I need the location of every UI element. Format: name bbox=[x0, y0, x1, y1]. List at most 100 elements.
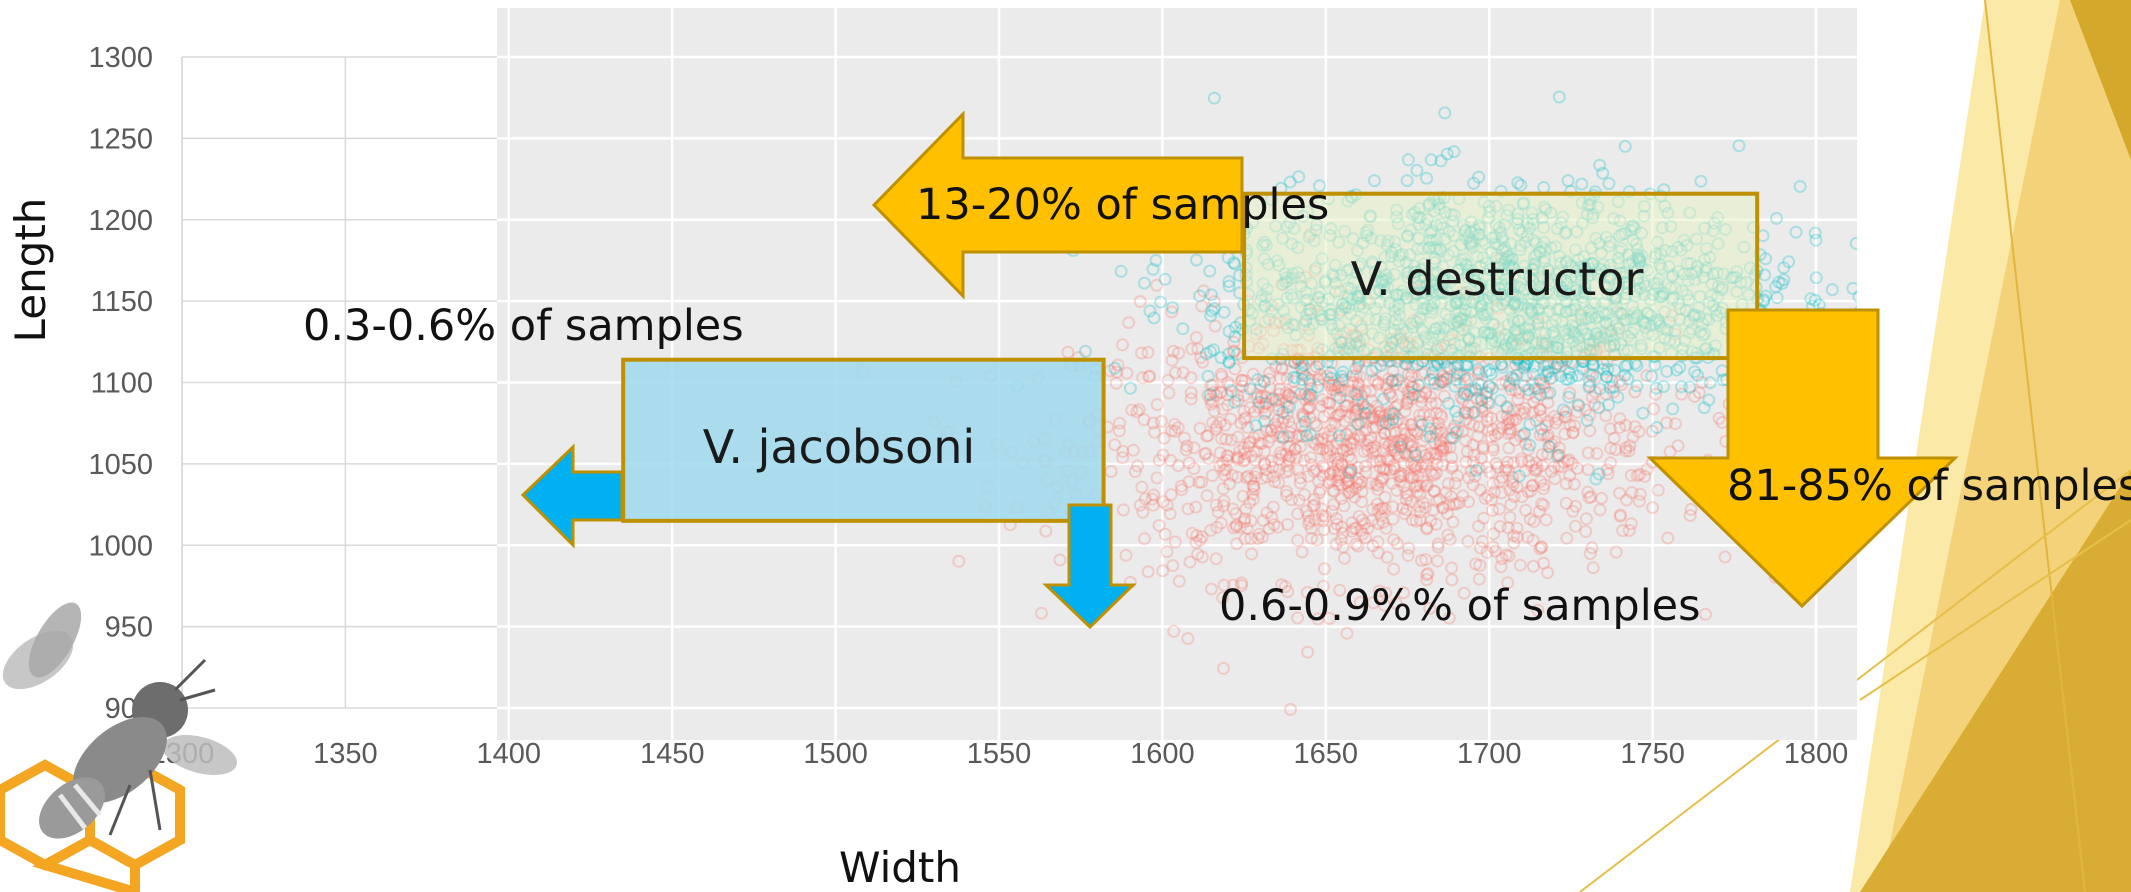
scatter-point bbox=[1492, 502, 1506, 516]
scatter-point bbox=[1352, 378, 1366, 392]
scatter-point bbox=[1398, 404, 1412, 418]
scatter-point bbox=[1231, 452, 1244, 466]
scatter-point bbox=[1471, 377, 1485, 391]
scatter-point bbox=[1759, 252, 1773, 266]
scatter-point bbox=[1535, 448, 1549, 462]
scatter-point bbox=[1364, 405, 1378, 419]
scatter-point bbox=[1322, 378, 1336, 392]
scatter-point bbox=[1201, 429, 1215, 442]
scatter-point bbox=[1401, 367, 1415, 381]
scatter-point bbox=[1217, 305, 1231, 319]
scatter-point bbox=[1398, 446, 1412, 460]
scatter-point bbox=[1237, 412, 1251, 426]
scatter-point bbox=[1547, 460, 1561, 474]
scatter-point bbox=[1283, 439, 1297, 453]
scatter-point bbox=[1386, 373, 1400, 387]
scatter-point bbox=[1225, 384, 1238, 398]
scatter-point bbox=[1437, 373, 1451, 386]
scatter-point bbox=[1243, 496, 1257, 510]
scatter-point bbox=[1427, 372, 1441, 386]
scatter-point bbox=[1385, 477, 1399, 490]
scatter-point bbox=[1147, 488, 1161, 502]
scatter-point bbox=[1384, 426, 1398, 440]
scatter-point bbox=[1671, 439, 1685, 453]
scatter-point bbox=[1316, 469, 1330, 483]
scatter-point bbox=[1537, 556, 1551, 570]
scatter-point bbox=[1370, 399, 1384, 413]
scatter-point bbox=[1586, 368, 1600, 382]
scatter-point bbox=[1451, 424, 1465, 438]
scatter-point bbox=[1398, 428, 1412, 442]
scatter-point bbox=[1342, 474, 1356, 488]
scatter-point bbox=[1383, 463, 1397, 477]
scatter-point bbox=[1645, 369, 1659, 383]
scatter-point bbox=[1417, 408, 1431, 421]
scatter-point bbox=[1207, 385, 1221, 399]
scatter-point bbox=[1179, 443, 1193, 457]
scatter-point bbox=[1192, 475, 1206, 489]
scatter-point bbox=[1150, 278, 1164, 292]
scatter-point bbox=[1846, 281, 1857, 295]
scatter-point bbox=[1592, 401, 1606, 415]
scatter-point bbox=[1469, 557, 1483, 571]
scatter-point bbox=[1348, 490, 1362, 504]
scatter-point bbox=[1256, 374, 1270, 388]
scatter-point bbox=[1200, 489, 1214, 503]
scatter-point bbox=[1406, 388, 1420, 402]
scatter-point bbox=[1351, 394, 1365, 408]
scatter-point bbox=[1402, 468, 1416, 482]
scatter-point bbox=[1534, 409, 1548, 423]
scatter-point bbox=[1435, 426, 1449, 440]
scatter-point bbox=[1167, 624, 1181, 638]
scatter-point bbox=[1533, 373, 1547, 387]
scatter-point bbox=[1361, 402, 1375, 416]
scatter-point bbox=[1359, 424, 1373, 438]
scatter-point bbox=[1282, 452, 1295, 466]
scatter-point bbox=[1302, 390, 1316, 404]
scatter-point bbox=[1613, 374, 1627, 388]
scatter-point bbox=[1370, 497, 1384, 511]
scatter-point bbox=[1418, 501, 1432, 515]
scatter-point bbox=[1358, 531, 1372, 545]
scatter-point bbox=[1272, 403, 1286, 417]
scatter-point bbox=[1375, 417, 1389, 431]
scatter-point bbox=[1222, 324, 1236, 338]
scatter-point bbox=[1435, 410, 1449, 424]
scatter-point bbox=[1554, 369, 1568, 383]
scatter-point bbox=[1435, 375, 1449, 389]
scatter-point bbox=[1324, 382, 1338, 396]
scatter-point bbox=[1459, 455, 1473, 469]
scatter-point bbox=[1113, 416, 1127, 430]
scatter-point bbox=[1387, 533, 1401, 547]
scatter-point bbox=[1348, 387, 1362, 401]
scatter-point bbox=[1595, 491, 1608, 505]
scatter-point bbox=[1396, 380, 1410, 393]
scatter-point bbox=[1262, 372, 1276, 386]
scatter-point bbox=[1187, 441, 1201, 455]
scatter-point bbox=[1329, 512, 1343, 526]
scatter-point bbox=[1166, 344, 1180, 358]
scatter-point bbox=[1364, 431, 1378, 445]
scatter-point bbox=[1420, 568, 1434, 582]
scatter-point bbox=[1419, 429, 1433, 443]
scatter-point bbox=[1344, 463, 1358, 477]
scatter-point bbox=[1429, 396, 1443, 410]
scatter-point bbox=[1345, 524, 1359, 538]
scatter-point bbox=[1550, 449, 1564, 463]
scatter-point bbox=[1630, 379, 1644, 393]
scatter-point bbox=[1185, 526, 1199, 540]
scatter-point bbox=[1534, 388, 1548, 402]
scatter-point bbox=[1485, 411, 1499, 425]
scatter-point bbox=[1494, 394, 1507, 407]
scatter-point bbox=[1398, 507, 1412, 521]
scatter-point bbox=[1208, 319, 1222, 333]
scatter-point bbox=[1226, 578, 1240, 592]
scatter-point bbox=[1590, 447, 1604, 460]
scatter-point bbox=[1333, 583, 1347, 597]
scatter-point bbox=[1330, 437, 1344, 450]
scatter-point bbox=[1328, 522, 1341, 536]
scatter-point bbox=[1528, 463, 1542, 477]
scatter-point bbox=[1389, 596, 1403, 610]
scatter-point bbox=[1328, 417, 1342, 430]
